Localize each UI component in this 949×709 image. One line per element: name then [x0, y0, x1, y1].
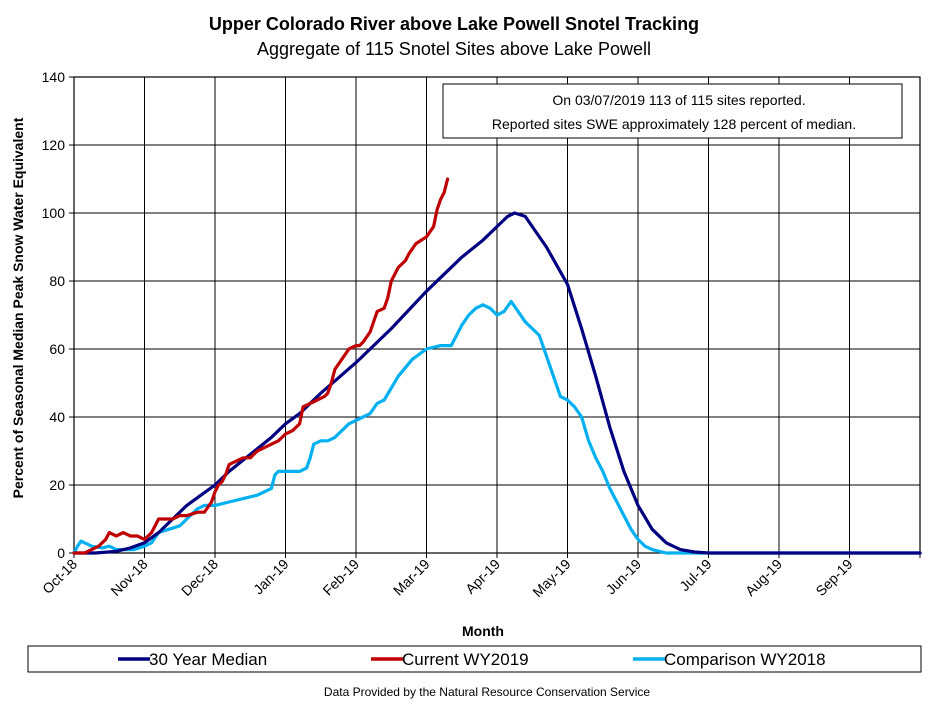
x-tick-label: Jan-19 [250, 556, 292, 598]
y-tick-label: 100 [42, 205, 66, 221]
x-tick-label: Feb-19 [319, 556, 362, 599]
y-tick-label: 60 [49, 341, 65, 357]
legend [27, 645, 922, 673]
x-tick-label: Oct-18 [39, 556, 80, 597]
legend-label: Comparison WY2018 [664, 650, 826, 669]
source-note: Data Provided by the Natural Resource Co… [324, 685, 650, 699]
annotation-line-1: On 03/07/2019 113 of 115 sites reported. [552, 92, 805, 108]
chart-title: Upper Colorado River above Lake Powell S… [209, 14, 699, 34]
y-tick-label: 20 [49, 477, 65, 493]
legend-items: 30 Year Median Current WY2019 Comparison W… [118, 650, 826, 669]
x-tick-label: Aug-19 [742, 556, 785, 599]
y-tick-label: 40 [49, 409, 65, 425]
x-axis-ticks: Oct-18 Nov-18 Dec-18 Jan-19 Feb-19 Mar-19 Apr-… [39, 553, 921, 600]
x-tick-label: Mar-19 [390, 556, 433, 599]
gridlines [74, 77, 920, 553]
x-tick-label: May-19 [529, 556, 573, 600]
y-tick-label: 0 [57, 545, 65, 561]
x-tick-label: Apr-19 [462, 556, 503, 597]
x-tick-label: Nov-18 [107, 556, 150, 599]
annotation-box [442, 83, 903, 139]
x-tick-label: Jul-19 [676, 556, 714, 594]
legend-label: 30 Year Median [149, 650, 267, 669]
chart-subtitle: Aggregate of 115 Snotel Sites above Lake… [257, 39, 651, 59]
y-tick-label: 80 [49, 273, 65, 289]
x-tick-label: Jun-19 [603, 556, 645, 598]
series-lines [72, 177, 922, 555]
y-tick-label: 120 [42, 137, 66, 153]
y-tick-label: 140 [42, 69, 66, 85]
series-line-30-year-median [72, 211, 922, 555]
y-axis-ticks: 0 20 40 60 80 100 120 140 [42, 69, 74, 561]
series-line-comparison-wy2018 [72, 299, 922, 555]
legend-label: Current WY2019 [402, 650, 529, 669]
x-tick-label: Sep-19 [812, 556, 855, 599]
x-axis-label: Month [462, 623, 504, 639]
y-axis-label: Percent of Seasonal Median Peak Snow Wat… [10, 117, 26, 498]
annotation-line-2: Reported sites SWE approximately 128 per… [492, 116, 856, 132]
series-line-current-wy2019 [72, 177, 450, 555]
x-tick-label: Dec-18 [178, 556, 221, 599]
